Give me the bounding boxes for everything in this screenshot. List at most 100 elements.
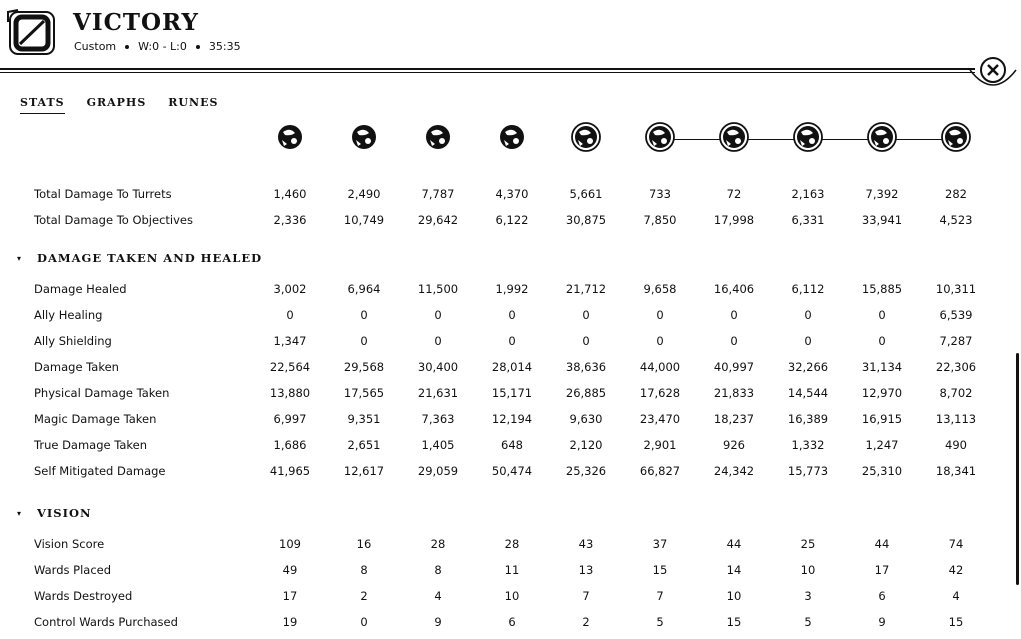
- stat-label: Damage Healed: [34, 282, 127, 296]
- section-header[interactable]: ▾ VISION: [0, 503, 600, 525]
- stat-value: 4,370: [495, 187, 529, 201]
- stat-label: Total Damage To Objectives: [34, 213, 193, 227]
- champion-5-portrait-icon[interactable]: [571, 122, 601, 152]
- stat-value: 926: [723, 438, 745, 452]
- stat-value: 42: [948, 563, 964, 577]
- stat-value: 31,134: [861, 360, 903, 374]
- stat-value: 1,992: [495, 282, 529, 296]
- stat-value: 490: [945, 438, 967, 452]
- stat-value: 1,347: [273, 334, 307, 348]
- stat-label: Ally Healing: [34, 308, 103, 322]
- champion-2-portrait-icon[interactable]: [349, 122, 379, 152]
- stat-value: 6,122: [495, 213, 529, 227]
- stat-value: 9: [878, 615, 886, 629]
- champion-8-portrait-icon[interactable]: [793, 122, 823, 152]
- scrollbar[interactable]: [1016, 353, 1019, 585]
- stat-value: 10: [504, 589, 520, 603]
- stat-label: Damage Taken: [34, 360, 119, 374]
- game-duration: 35:35: [208, 40, 241, 53]
- stat-value: 22,306: [935, 360, 977, 374]
- stat-value: 28: [430, 537, 446, 551]
- stat-value: 10: [726, 589, 742, 603]
- stat-value: 6,539: [939, 308, 973, 322]
- stat-label: Physical Damage Taken: [34, 386, 170, 400]
- collapse-caret-icon[interactable]: ▾: [17, 254, 22, 263]
- stat-row: Magic Damage Taken 6,997 9,351 7,363 12,194 9…: [0, 409, 1015, 429]
- champion-9-portrait-icon[interactable]: [867, 122, 897, 152]
- stat-value: 25: [800, 537, 816, 551]
- stat-value: 16,389: [787, 412, 829, 426]
- stat-value: 0: [878, 308, 886, 322]
- stat-value: 33,941: [861, 213, 903, 227]
- stat-value: 12,194: [491, 412, 533, 426]
- stat-row: Self Mitigated Damage 41,965 12,617 29,059 5…: [0, 461, 1015, 481]
- champion-3-portrait-icon[interactable]: [423, 122, 453, 152]
- tab-stats[interactable]: STATS: [20, 94, 65, 114]
- stat-value: 29,642: [417, 213, 459, 227]
- stat-value: 25,310: [861, 464, 903, 478]
- champion-7-portrait-icon[interactable]: [719, 122, 749, 152]
- stat-value: 0: [434, 308, 442, 322]
- stat-value: 18,341: [935, 464, 977, 478]
- tab-bar: STATS GRAPHS RUNES: [20, 94, 240, 114]
- stat-label: Total Damage To Turrets: [34, 187, 172, 201]
- stat-value: 11,500: [417, 282, 459, 296]
- stat-label: Self Mitigated Damage: [34, 464, 166, 478]
- stat-value: 4: [434, 589, 442, 603]
- header: VICTORY Custom W:0 - L:0 35:35: [0, 0, 1021, 75]
- stat-value: 10: [800, 563, 816, 577]
- stat-row: Total Damage To Turrets 1,460 2,490 7,787 4,…: [0, 184, 1015, 204]
- stat-value: 5,661: [569, 187, 603, 201]
- stat-value: 23,470: [639, 412, 681, 426]
- tab-graphs[interactable]: GRAPHS: [86, 96, 147, 109]
- champion-6-portrait-icon[interactable]: [645, 122, 675, 152]
- stat-value: 733: [649, 187, 671, 201]
- stat-value: 9,658: [643, 282, 677, 296]
- stat-value: 0: [582, 334, 590, 348]
- stat-value: 21,833: [713, 386, 755, 400]
- stat-value: 2,120: [569, 438, 603, 452]
- stat-row: Damage Taken 22,564 29,568 30,400 28,014 38,6…: [0, 357, 1015, 377]
- stat-label: Magic Damage Taken: [34, 412, 157, 426]
- stat-value: 21,631: [417, 386, 459, 400]
- stat-value: 37: [652, 537, 668, 551]
- header-divider-thin: [0, 72, 975, 73]
- collapse-caret-icon[interactable]: ▾: [17, 509, 22, 518]
- stat-value: 2: [582, 615, 590, 629]
- stat-value: 6: [508, 615, 516, 629]
- tab-runes[interactable]: RUNES: [168, 96, 219, 109]
- stat-value: 38,636: [565, 360, 607, 374]
- stat-value: 0: [286, 308, 294, 322]
- stat-row: Ally Shielding 1,347 0 0 0 0 0 0 0 0 7,287: [0, 331, 1015, 351]
- stat-value: 19: [282, 615, 298, 629]
- stat-value: 9,630: [569, 412, 603, 426]
- stat-label: Wards Destroyed: [34, 589, 133, 603]
- stat-value: 0: [730, 334, 738, 348]
- stat-row: Ally Healing 0 0 0 0 0 0 0 0 0 6,539: [0, 305, 1015, 325]
- stat-value: 40,997: [713, 360, 755, 374]
- stat-value: 0: [804, 308, 812, 322]
- stat-value: 30,400: [417, 360, 459, 374]
- stat-value: 6,331: [791, 213, 825, 227]
- stat-value: 13,880: [269, 386, 311, 400]
- champion-10-portrait-icon[interactable]: [941, 122, 971, 152]
- stat-value: 1,686: [273, 438, 307, 452]
- champion-4-portrait-icon[interactable]: [497, 122, 527, 152]
- stat-row: True Damage Taken 1,686 2,651 1,405 648 2,120…: [0, 435, 1015, 455]
- stat-value: 2,336: [273, 213, 307, 227]
- stat-value: 4: [952, 589, 960, 603]
- section-title: DAMAGE TAKEN AND HEALED: [37, 251, 263, 265]
- stat-value: 14,544: [787, 386, 829, 400]
- stat-value: 10,311: [935, 282, 977, 296]
- close-button[interactable]: [968, 52, 1018, 94]
- stat-value: 109: [279, 537, 301, 551]
- section-header[interactable]: ▾ DAMAGE TAKEN AND HEALED: [0, 248, 600, 270]
- stat-value: 16,406: [713, 282, 755, 296]
- stat-value: 8: [434, 563, 442, 577]
- champion-1-portrait-icon[interactable]: [275, 122, 305, 152]
- stat-value: 7,787: [421, 187, 455, 201]
- stat-row: Control Wards Purchased 19 0 9 6 2 5 15 5 9 15: [0, 612, 1015, 632]
- stat-value: 7,363: [421, 412, 455, 426]
- stat-value: 21,712: [565, 282, 607, 296]
- stat-value: 17: [874, 563, 890, 577]
